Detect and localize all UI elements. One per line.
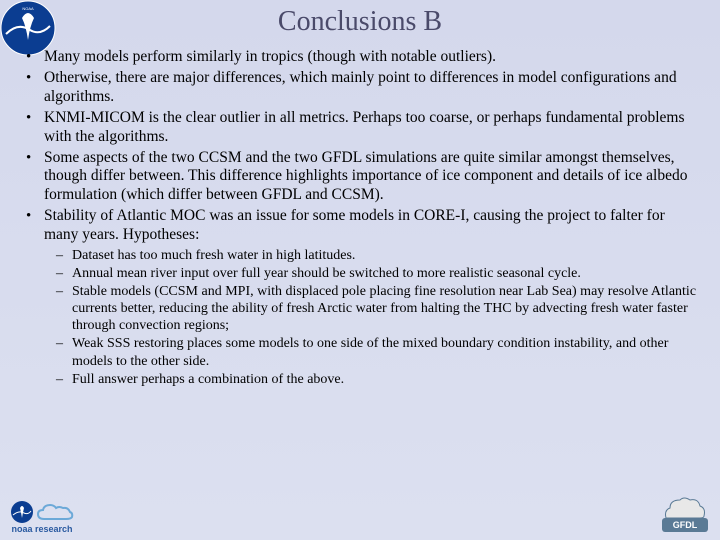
sub-bullet-item: Dataset has too much fresh water in high… (72, 247, 698, 264)
noaa-research-logo: noaa research (10, 500, 74, 534)
sub-bullet-list: Dataset has too much fresh water in high… (44, 247, 698, 388)
bullet-text: Stability of Atlantic MOC was an issue f… (44, 207, 665, 243)
bullet-item: Some aspects of the two CCSM and the two… (44, 149, 698, 206)
main-bullet-list: Many models perform similarly in tropics… (22, 48, 698, 388)
bullet-item: Many models perform similarly in tropics… (44, 48, 698, 67)
noaa-research-icons (10, 500, 74, 524)
bullet-item: KNMI-MICOM is the clear outlier in all m… (44, 109, 698, 147)
noaa-research-text: noaa research (11, 524, 72, 534)
gfdl-icon: GFDL (660, 490, 710, 534)
sub-bullet-item: Annual mean river input over full year s… (72, 265, 698, 282)
svg-text:NOAA: NOAA (22, 6, 34, 11)
bullet-item: Stability of Atlantic MOC was an issue f… (44, 207, 698, 387)
noaa-small-icon (10, 500, 34, 524)
gfdl-logo: GFDL (660, 490, 710, 534)
sub-bullet-item: Full answer perhaps a combination of the… (72, 371, 698, 388)
slide-title: Conclusions B (0, 0, 720, 48)
bullet-item: Otherwise, there are major differences, … (44, 69, 698, 107)
footer-logos: noaa research GFDL (10, 490, 710, 534)
cloud-icon (36, 501, 74, 523)
sub-bullet-item: Weak SSS restoring places some models to… (72, 335, 698, 369)
gfdl-text: GFDL (673, 520, 698, 530)
sub-bullet-item: Stable models (CCSM and MPI, with displa… (72, 283, 698, 334)
slide-content: Many models perform similarly in tropics… (0, 48, 720, 388)
